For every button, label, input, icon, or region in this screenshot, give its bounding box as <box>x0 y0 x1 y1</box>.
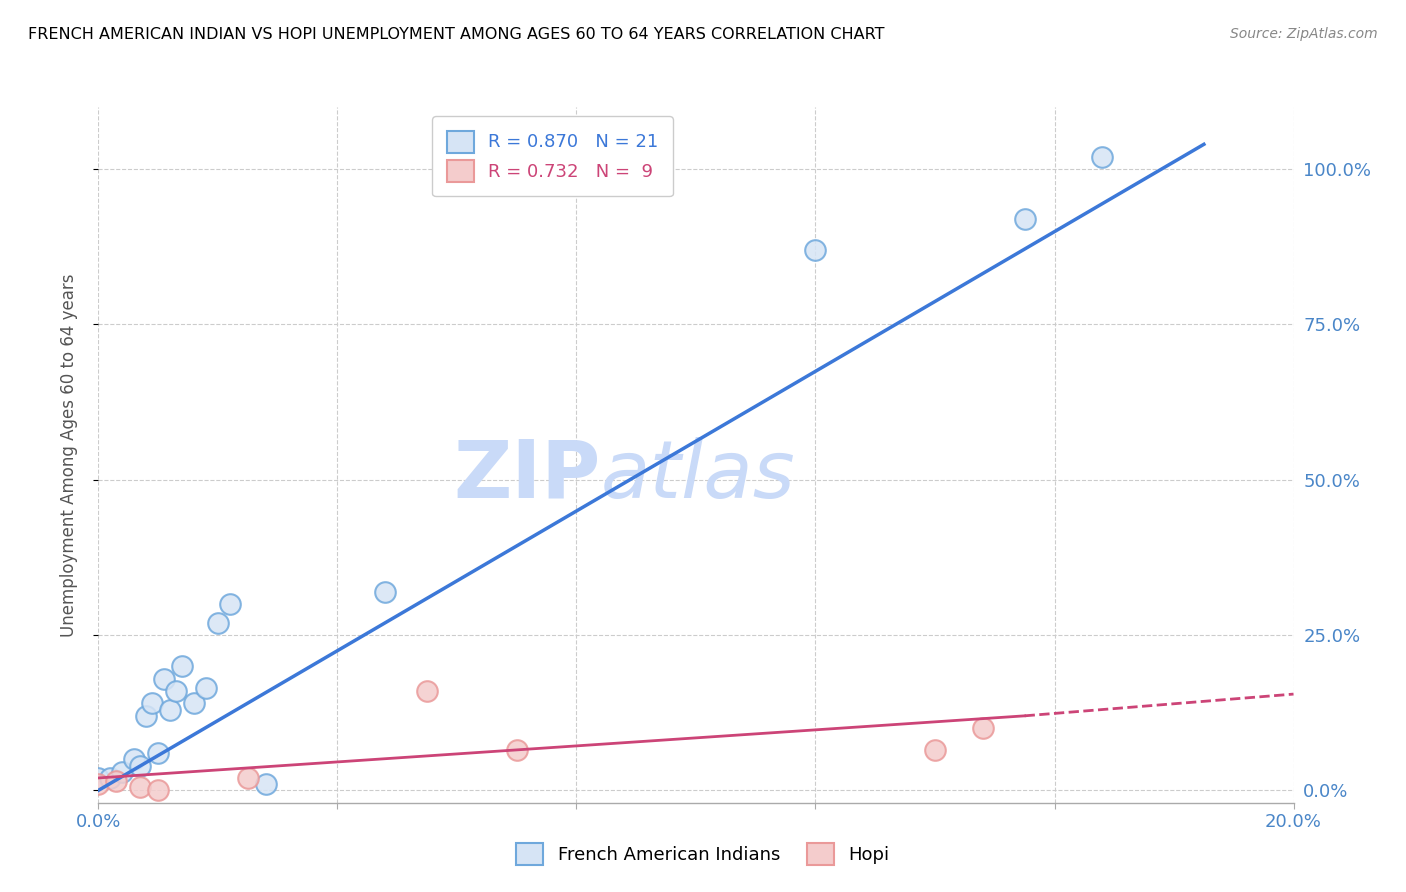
Point <box>924 743 946 757</box>
Point <box>254 777 277 791</box>
Point <box>207 615 229 630</box>
Y-axis label: Unemployment Among Ages 60 to 64 years: Unemployment Among Ages 60 to 64 years <box>59 273 77 637</box>
Point <box>172 659 194 673</box>
Point <box>159 703 181 717</box>
Point <box>148 783 170 797</box>
Point <box>87 771 110 785</box>
Point <box>416 684 439 698</box>
Point <box>153 672 176 686</box>
Text: ZIP: ZIP <box>453 437 600 515</box>
Point <box>135 708 157 723</box>
Point <box>506 743 529 757</box>
Point <box>129 780 152 795</box>
Point <box>165 684 187 698</box>
Point <box>141 697 163 711</box>
Point <box>129 758 152 772</box>
Point <box>972 721 994 735</box>
Point <box>87 777 110 791</box>
Point <box>100 771 122 785</box>
Text: atlas: atlas <box>600 437 796 515</box>
Text: FRENCH AMERICAN INDIAN VS HOPI UNEMPLOYMENT AMONG AGES 60 TO 64 YEARS CORRELATIO: FRENCH AMERICAN INDIAN VS HOPI UNEMPLOYM… <box>28 27 884 42</box>
Point <box>148 746 170 760</box>
Point <box>374 584 396 599</box>
Point <box>1091 150 1114 164</box>
Legend: French American Indians, Hopi: French American Indians, Hopi <box>508 834 898 874</box>
Point <box>219 597 242 611</box>
Point <box>1014 211 1036 226</box>
Point <box>236 771 259 785</box>
Point <box>195 681 218 695</box>
Point <box>111 764 134 779</box>
Point <box>183 697 205 711</box>
Text: Source: ZipAtlas.com: Source: ZipAtlas.com <box>1230 27 1378 41</box>
Point <box>105 774 128 789</box>
Point <box>804 243 827 257</box>
Point <box>124 752 146 766</box>
Legend: R = 0.870   N = 21, R = 0.732   N =  9: R = 0.870 N = 21, R = 0.732 N = 9 <box>432 116 673 196</box>
